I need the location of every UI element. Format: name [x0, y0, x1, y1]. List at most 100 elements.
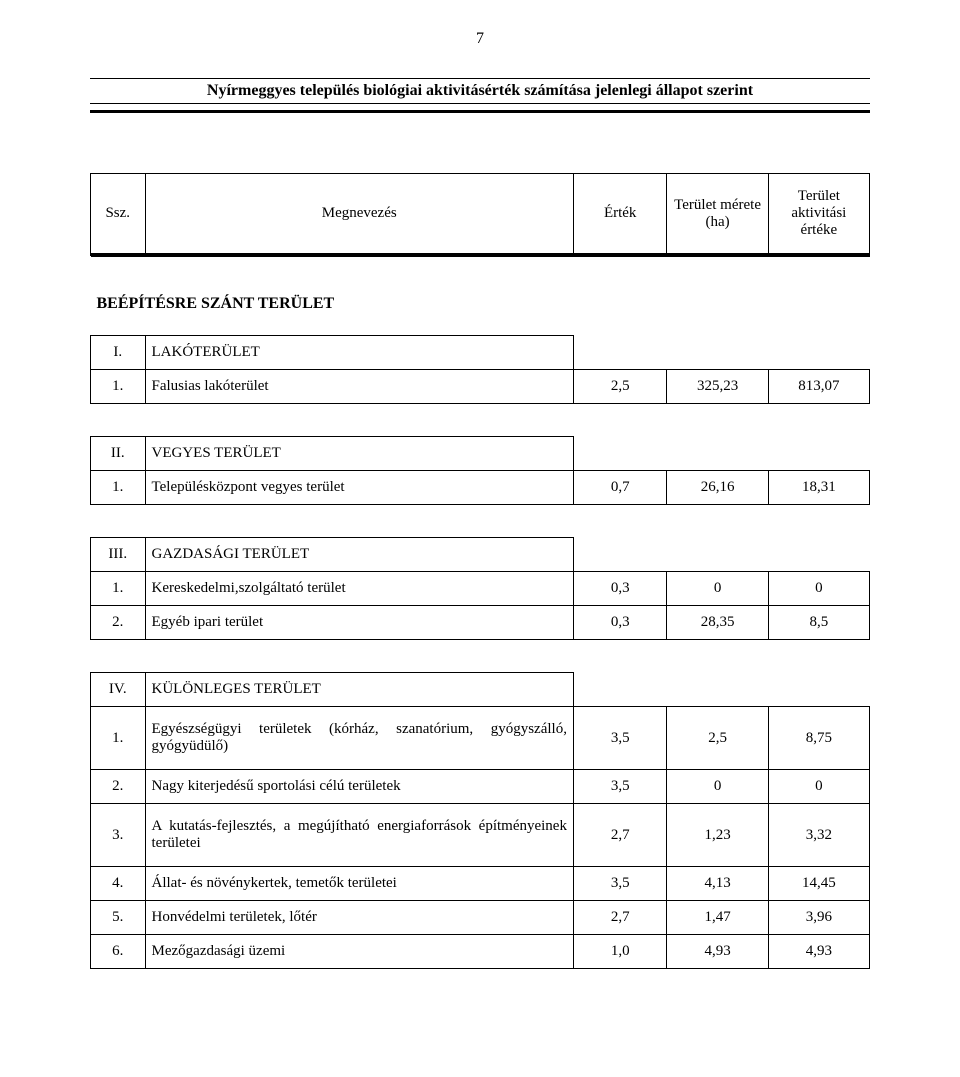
cell-name: Falusias lakóterület [145, 370, 573, 404]
section-empty [667, 538, 768, 572]
section-empty [573, 673, 666, 707]
section-empty [768, 538, 869, 572]
title-rule: Nyírmeggyes település biológiai aktivitá… [90, 78, 870, 113]
cell-v1: 0,7 [573, 471, 666, 505]
cell-name: Egyészségügyi területek (kórház, szanató… [145, 707, 573, 770]
spacer [91, 404, 870, 437]
cell-v2: 28,35 [667, 606, 768, 640]
section-num: I. [91, 336, 146, 370]
cell-v2: 26,16 [667, 471, 768, 505]
cell-v1: 2,7 [573, 901, 666, 935]
cell-num: 4. [91, 867, 146, 901]
cell-v3: 3,96 [768, 901, 869, 935]
cell-num: 2. [91, 770, 146, 804]
main-table: Ssz. Megnevezés Érték Terület mérete (ha… [90, 173, 870, 969]
section-empty [573, 437, 666, 471]
section-num: II. [91, 437, 146, 471]
cell-v2: 325,23 [667, 370, 768, 404]
hdr-v1: Érték [573, 174, 666, 255]
cell-v2: 2,5 [667, 707, 768, 770]
section-empty [667, 336, 768, 370]
cell-v1: 3,5 [573, 867, 666, 901]
section-row: I. LAKÓTERÜLET [91, 336, 870, 370]
table-row: 1. Településközpont vegyes terület 0,7 2… [91, 471, 870, 505]
table-row: 1. Kereskedelmi,szolgáltató terület 0,3 … [91, 572, 870, 606]
cell-name: Egyéb ipari terület [145, 606, 573, 640]
cell-v2: 4,93 [667, 935, 768, 969]
cell-num: 3. [91, 804, 146, 867]
table-row: 1. Falusias lakóterület 2,5 325,23 813,0… [91, 370, 870, 404]
cell-name: A kutatás-fejlesztés, a megújítható ener… [145, 804, 573, 867]
hdr-v3: Terület aktivitási értéke [768, 174, 869, 255]
section-empty [768, 673, 869, 707]
cell-num: 1. [91, 370, 146, 404]
section-empty [573, 336, 666, 370]
page-number: 7 [90, 30, 870, 48]
cell-v3: 8,5 [768, 606, 869, 640]
cell-name: Honvédelmi területek, lőtér [145, 901, 573, 935]
cell-v1: 0,3 [573, 572, 666, 606]
cell-num: 5. [91, 901, 146, 935]
section-row: III. GAZDASÁGI TERÜLET [91, 538, 870, 572]
cell-v3: 3,32 [768, 804, 869, 867]
cell-v1: 2,5 [573, 370, 666, 404]
table-row: 5. Honvédelmi területek, lőtér 2,7 1,47 … [91, 901, 870, 935]
cell-name: Kereskedelmi,szolgáltató terület [145, 572, 573, 606]
section-num: IV. [91, 673, 146, 707]
cell-num: 1. [91, 471, 146, 505]
cell-v2: 0 [667, 572, 768, 606]
section-num: III. [91, 538, 146, 572]
section-label: VEGYES TERÜLET [145, 437, 573, 471]
table-header-row: Ssz. Megnevezés Érték Terület mérete (ha… [91, 174, 870, 255]
hdr-ssz: Ssz. [91, 174, 146, 255]
supersection-row: BEÉPÍTÉSRE SZÁNT TERÜLET [91, 289, 870, 319]
cell-num: 1. [91, 572, 146, 606]
section-empty [667, 673, 768, 707]
spacer [91, 257, 870, 289]
page-title: Nyírmeggyes település biológiai aktivitá… [90, 82, 870, 104]
cell-num: 2. [91, 606, 146, 640]
cell-v1: 3,5 [573, 770, 666, 804]
table-row: 4. Állat- és növénykertek, temetők terül… [91, 867, 870, 901]
cell-v3: 813,07 [768, 370, 869, 404]
table-row: 6. Mezőgazdasági üzemi 1,0 4,93 4,93 [91, 935, 870, 969]
cell-v3: 4,93 [768, 935, 869, 969]
cell-v1: 3,5 [573, 707, 666, 770]
section-label: KÜLÖNLEGES TERÜLET [145, 673, 573, 707]
cell-name: Nagy kiterjedésű sportolási célú terület… [145, 770, 573, 804]
hdr-name: Megnevezés [145, 174, 573, 255]
cell-v2: 1,23 [667, 804, 768, 867]
cell-num: 1. [91, 707, 146, 770]
cell-v2: 1,47 [667, 901, 768, 935]
section-row: IV. KÜLÖNLEGES TERÜLET [91, 673, 870, 707]
section-label: GAZDASÁGI TERÜLET [145, 538, 573, 572]
cell-v3: 8,75 [768, 707, 869, 770]
table-row: 1. Egyészségügyi területek (kórház, szan… [91, 707, 870, 770]
cell-v3: 0 [768, 572, 869, 606]
section-empty [768, 437, 869, 471]
cell-name: Mezőgazdasági üzemi [145, 935, 573, 969]
spacer [91, 319, 870, 336]
cell-name: Állat- és növénykertek, temetők területe… [145, 867, 573, 901]
hdr-v2: Terület mérete (ha) [667, 174, 768, 255]
section-empty [667, 437, 768, 471]
section-empty [768, 336, 869, 370]
section-label: LAKÓTERÜLET [145, 336, 573, 370]
spacer [91, 505, 870, 538]
cell-v3: 18,31 [768, 471, 869, 505]
cell-num: 6. [91, 935, 146, 969]
cell-v2: 0 [667, 770, 768, 804]
cell-v1: 1,0 [573, 935, 666, 969]
page: 7 Nyírmeggyes település biológiai aktivi… [0, 0, 960, 1077]
cell-v3: 0 [768, 770, 869, 804]
supersection-label: BEÉPÍTÉSRE SZÁNT TERÜLET [91, 289, 870, 319]
spacer [91, 640, 870, 673]
section-row: II. VEGYES TERÜLET [91, 437, 870, 471]
cell-name: Településközpont vegyes terület [145, 471, 573, 505]
cell-v3: 14,45 [768, 867, 869, 901]
table-row: 2. Egyéb ipari terület 0,3 28,35 8,5 [91, 606, 870, 640]
cell-v1: 0,3 [573, 606, 666, 640]
table-row: 3. A kutatás-fejlesztés, a megújítható e… [91, 804, 870, 867]
cell-v2: 4,13 [667, 867, 768, 901]
section-empty [573, 538, 666, 572]
